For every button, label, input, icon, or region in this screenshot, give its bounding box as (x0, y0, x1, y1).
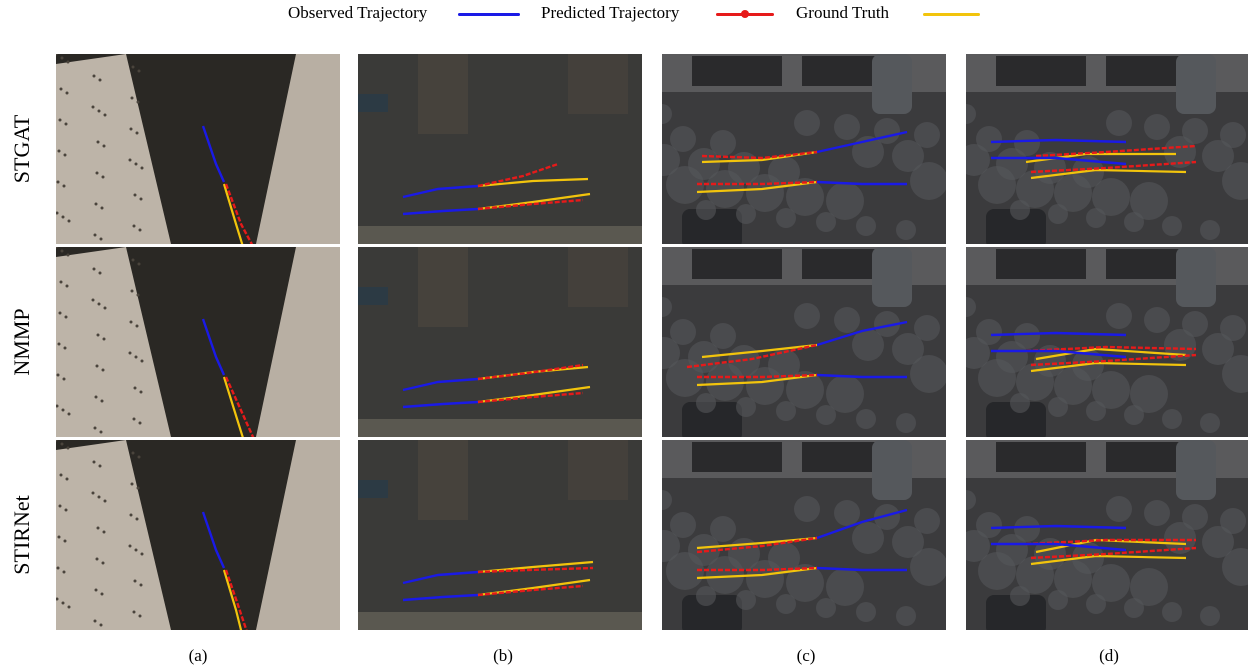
panel-stgat-b (358, 54, 642, 244)
panel-nmmp-c-agent2-predicted-trajectory (697, 373, 818, 379)
legend-predicted-label: Predicted Trajectory (541, 3, 680, 22)
panel-stirnet-a-ground-truth-trajectory (222, 569, 243, 630)
panel-stgat-a-predicted-trajectory (224, 183, 254, 244)
panel-stirnet-d-agent2-predicted-trajectory (1030, 546, 1197, 560)
panel-stgat-c-predicted-trajectory (701, 150, 818, 160)
panel-stirnet-a (56, 440, 340, 630)
panel-stgat-a-ground-truth-trajectory (222, 183, 244, 244)
panel-stgat-b-observed-trajectory (402, 184, 479, 199)
legend-ground-truth-label: Ground Truth (796, 3, 890, 22)
panel-stirnet-b-agent2-observed-trajectory (402, 593, 479, 602)
column-label-c: (c) (796, 646, 816, 665)
panel-stirnet-a-observed-trajectory (201, 511, 226, 569)
panel-stgat-b-agent2-predicted-trajectory (477, 198, 584, 211)
panel-stirnet-c-agent2-ground-truth-trajectory (696, 566, 818, 580)
panel-stgat-b-predicted-trajectory (477, 162, 559, 188)
panel-nmmp-b-observed-trajectory (402, 377, 479, 392)
panel-stirnet-d-observed-trajectory (990, 524, 1127, 530)
panel-stirnet-b-predicted-trajectory (477, 566, 594, 574)
panel-stgat-c-agent2-ground-truth-trajectory (696, 180, 818, 194)
panel-stirnet-d (966, 440, 1248, 630)
panel-nmmp-d (966, 247, 1248, 437)
panel-stirnet-b (358, 440, 642, 630)
legend: Observed Trajectory Predicted Trajectory… (0, 0, 1251, 30)
panel-nmmp-b-predicted-trajectory (477, 363, 584, 381)
panel-nmmp-d-agent2-predicted-trajectory (1030, 353, 1197, 367)
legend-predicted-marker (741, 10, 749, 18)
panel-nmmp-b-agent2-observed-trajectory (402, 400, 479, 409)
legend-observed-line (458, 13, 520, 16)
panel-stirnet-d-predicted-trajectory (1025, 538, 1196, 546)
panel-nmmp-d-ground-truth-trajectory (1035, 347, 1187, 361)
panel-nmmp-d-predicted-trajectory (1025, 345, 1197, 353)
panel-stirnet-c (662, 440, 946, 630)
row-label-stirnet: STIRNet (9, 495, 34, 575)
row-label-nmmp: NMMP (9, 308, 34, 376)
panel-nmmp-c-ground-truth-trajectory (701, 343, 818, 359)
row-label-stgat: STGAT (9, 114, 34, 184)
panel-stirnet-c-predicted-trajectory (696, 536, 818, 554)
panel-stgat-d-agent2-observed-trajectory (991, 156, 1127, 166)
panel-stgat-a-observed-trajectory (201, 125, 226, 183)
panel-stirnet-d-agent2-ground-truth-trajectory (1030, 554, 1187, 566)
panel-stgat-d-predicted-trajectory (1035, 144, 1197, 158)
panel-nmmp-a-ground-truth-trajectory (222, 376, 244, 437)
legend-observed-label: Observed Trajectory (288, 3, 428, 22)
panel-nmmp-d-observed-trajectory (990, 331, 1127, 337)
panel-stgat-c-agent2-observed-trajectory (816, 180, 907, 186)
panel-stirnet-d-agent2-observed-trajectory (991, 542, 1127, 552)
column-label-d: (d) (1099, 646, 1119, 665)
panel-nmmp-c-predicted-trajectory (686, 343, 818, 369)
panel-nmmp-c (662, 247, 946, 437)
panel-stgat-d-agent2-ground-truth-trajectory (1030, 168, 1187, 180)
panel-stgat-c-observed-trajectory (816, 130, 908, 154)
panel-stirnet-a-predicted-trajectory (224, 569, 248, 630)
panel-stirnet-c-agent2-predicted-trajectory (697, 566, 818, 572)
panel-stgat-d (966, 54, 1248, 244)
panel-nmmp-c-agent2-ground-truth-trajectory (696, 373, 818, 387)
panel-stgat-a (56, 54, 340, 244)
panel-nmmp-a (56, 247, 340, 437)
panel-stirnet-c-agent2-observed-trajectory (816, 566, 907, 572)
panel-stirnet-b-observed-trajectory (402, 570, 479, 585)
panel-stgat-d-observed-trajectory (990, 138, 1127, 144)
panel-stgat-c-ground-truth-trajectory (701, 150, 818, 164)
panel-nmmp-a-predicted-trajectory (224, 376, 255, 437)
panel-nmmp-b-agent2-predicted-trajectory (477, 391, 584, 404)
column-label-a: (a) (188, 646, 208, 665)
panel-nmmp-d-agent2-ground-truth-trajectory (1030, 361, 1187, 373)
panel-nmmp-c-observed-trajectory (816, 320, 908, 347)
panel-stirnet-b-agent2-predicted-trajectory (477, 584, 584, 597)
panel-stgat-d-agent2-predicted-trajectory (1030, 160, 1197, 174)
panel-stirnet-c-observed-trajectory (816, 508, 908, 540)
panel-stgat-c (662, 54, 946, 244)
column-label-b: (b) (493, 646, 513, 665)
panel-stgat-b-ground-truth-trajectory (477, 177, 589, 188)
legend-ground-truth-line (923, 13, 980, 16)
panel-stgat-c-agent2-predicted-trajectory (697, 180, 818, 186)
panel-nmmp-a-observed-trajectory (201, 318, 226, 376)
panel-nmmp-c-agent2-observed-trajectory (816, 373, 907, 379)
panel-nmmp-b (358, 247, 642, 437)
panel-nmmp-d-agent2-observed-trajectory (991, 349, 1127, 359)
panel-stgat-b-agent2-observed-trajectory (402, 207, 479, 216)
